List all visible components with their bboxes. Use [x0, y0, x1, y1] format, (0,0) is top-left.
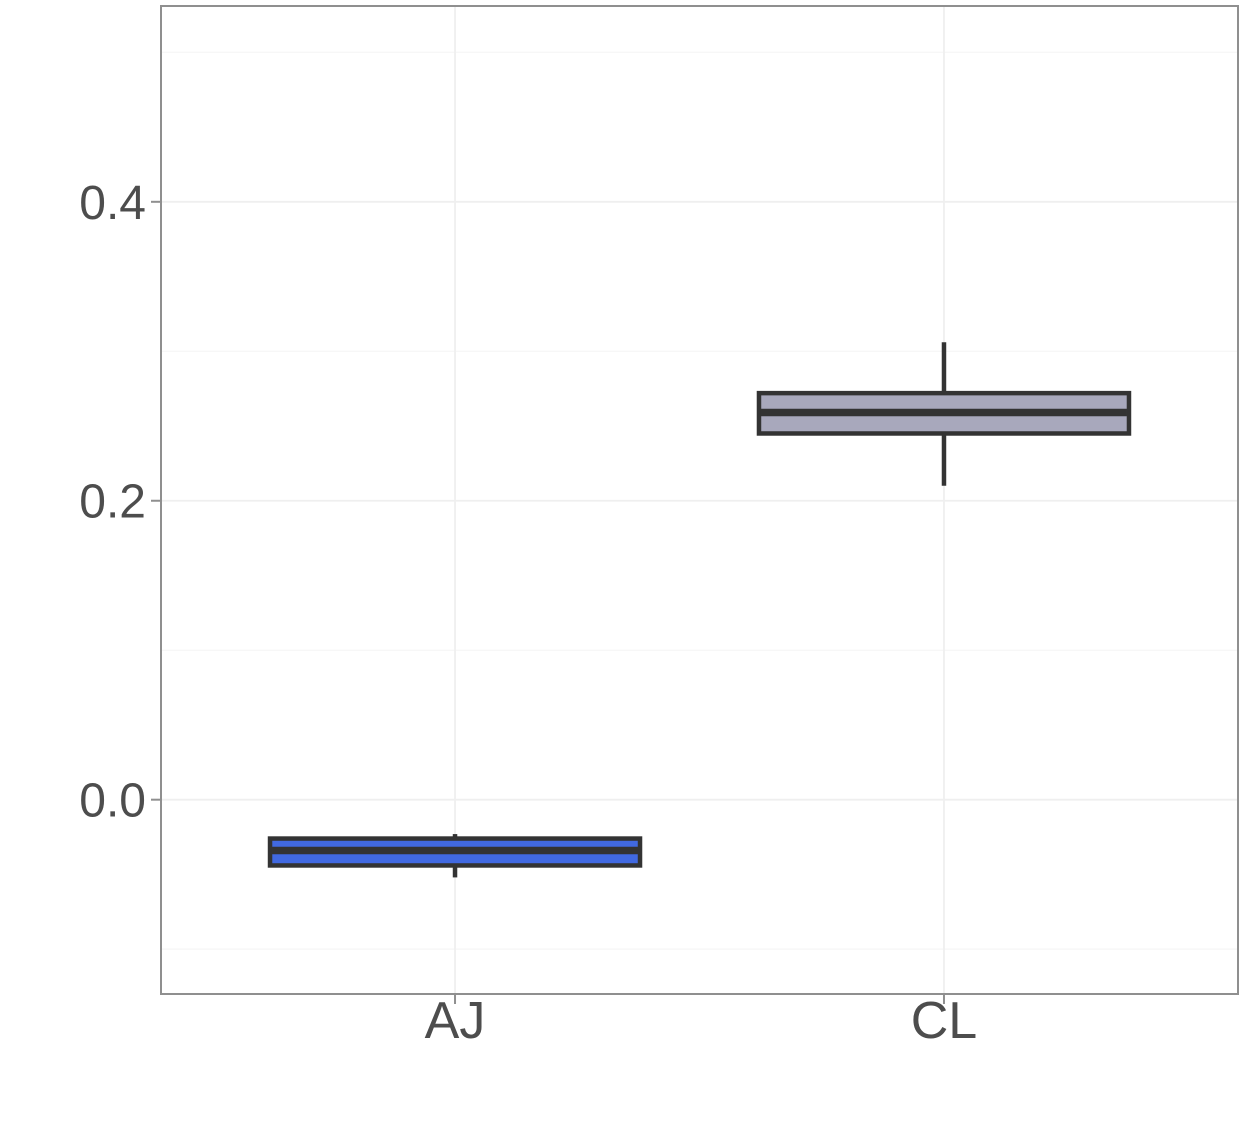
y-tick-label: 0.4 — [79, 177, 146, 230]
x-category-label-cl: CL — [911, 992, 977, 1050]
x-category-label-aj: AJ — [425, 992, 486, 1050]
y-tick-label: 0.2 — [79, 476, 146, 529]
panel-border — [160, 5, 1239, 995]
y-tick-label: 0.0 — [79, 775, 146, 828]
